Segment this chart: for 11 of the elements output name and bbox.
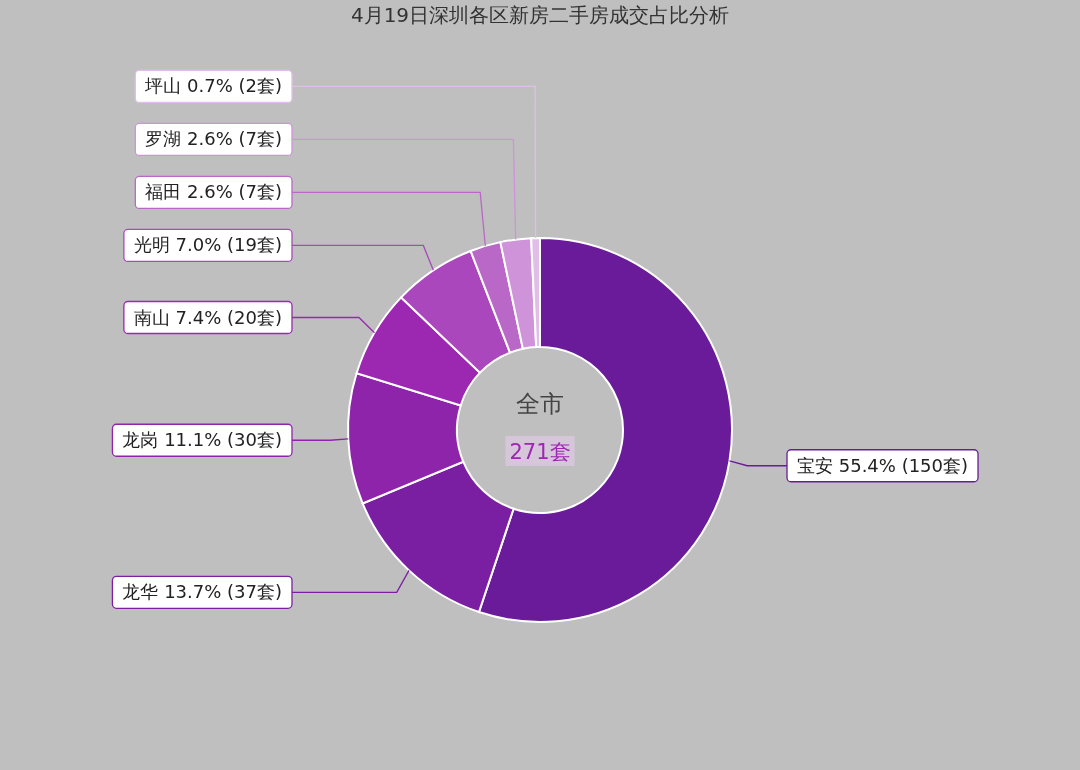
slice-label: 光明 7.0% (19套) [133,234,282,256]
slice-label: 福田 2.6% (7套) [145,181,282,203]
slice-label: 龙岗 11.1% (30套) [122,429,282,451]
slice-label: 坪山 0.7% (2套) [144,75,282,97]
slice-label: 宝安 55.4% (150套) [797,454,969,476]
slice-label: 罗湖 2.6% (7套) [145,128,282,150]
text: 271套 [509,440,571,464]
slice-label: 龙华 13.7% (37套) [122,581,282,603]
text: 全市 [516,390,564,418]
chart-title: 4月19日深圳各区新房二手房成交占比分析 [350,3,730,27]
slice-label: 南山 7.4% (20套) [133,306,282,328]
